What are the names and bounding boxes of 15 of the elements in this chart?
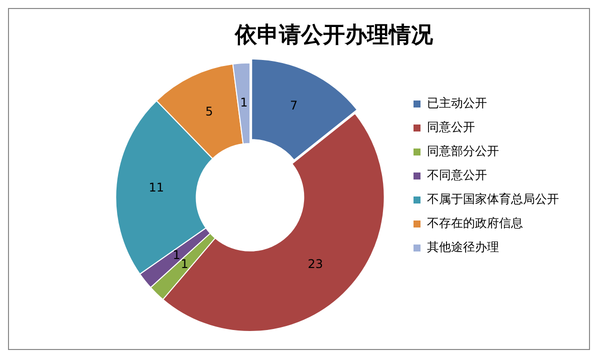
legend-label: 同意公开 <box>427 120 475 134</box>
data-label: 7 <box>290 98 298 112</box>
legend-label: 不存在的政府信息 <box>427 216 523 230</box>
data-label: 11 <box>148 180 164 194</box>
chart-title: 依申请公开办理情况 <box>234 22 434 48</box>
legend-label: 同意部分公开 <box>427 144 499 158</box>
legend-label: 不同意公开 <box>427 168 487 182</box>
legend-label: 不属于国家体育总局公开 <box>427 192 559 206</box>
legend-label: 其他途径办理 <box>427 240 499 254</box>
legend-label: 已主动公开 <box>427 96 487 110</box>
data-label: 1 <box>172 248 180 262</box>
data-label: 1 <box>240 96 248 110</box>
data-label: 1 <box>180 256 188 271</box>
data-label: 5 <box>205 104 214 119</box>
data-label: 23 <box>308 256 324 271</box>
